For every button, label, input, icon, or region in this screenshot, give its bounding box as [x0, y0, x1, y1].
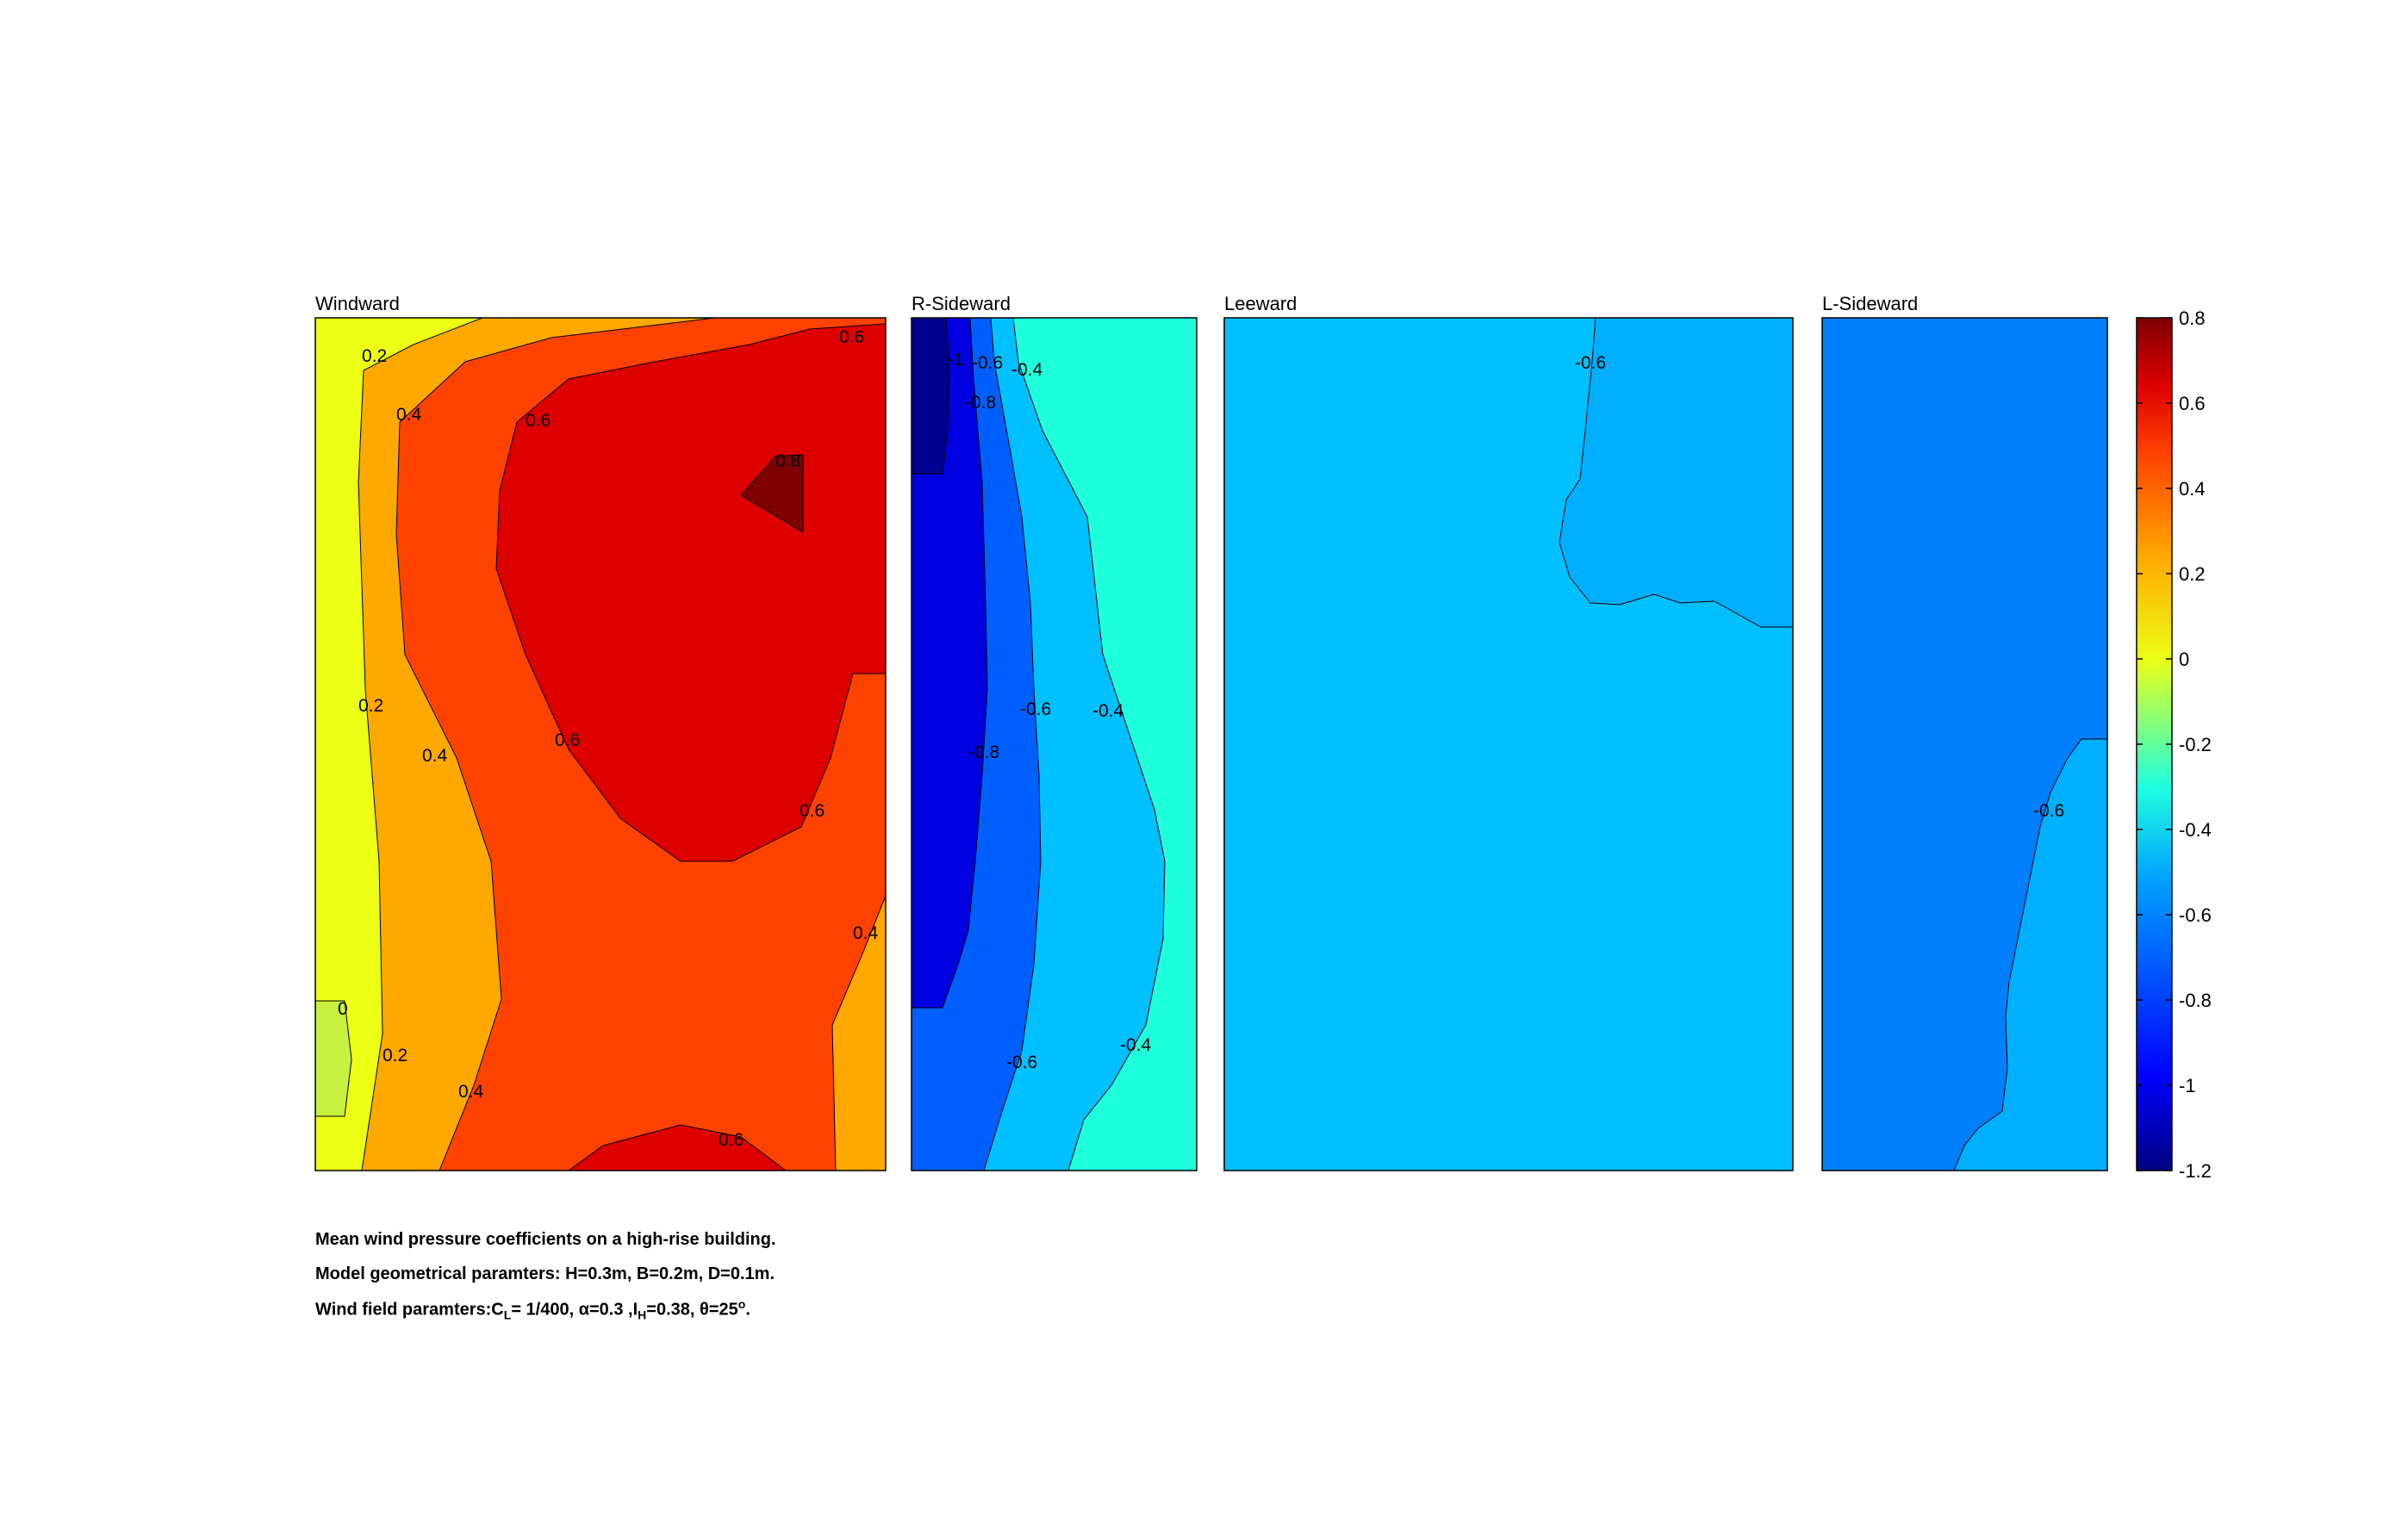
caption-sub-l: L	[503, 1307, 512, 1322]
windward-region-level-0.8-peak	[740, 454, 804, 533]
contour-label: -0.6	[1006, 1053, 1037, 1072]
windward-region-pocket	[315, 1000, 352, 1117]
colorbar-tick-label: -1.2	[2179, 1160, 2212, 1182]
contour-label: -0.8	[968, 742, 999, 762]
colorbar-tick-label: 0	[2179, 649, 2189, 670]
contour-label: 0.6	[839, 327, 864, 347]
contour-label: 0.6	[719, 1130, 744, 1150]
leeward-frame	[1223, 317, 1794, 1171]
colorbar-tick-label: 0.4	[2179, 478, 2206, 500]
r-sideward-contour-labels: -1 -0.6 -0.4 -0.8 -0.6 -0.4 -0.8 -0.6 -0…	[948, 350, 1152, 1072]
r-sideward-frame	[911, 317, 1198, 1171]
colorbar-tick-label: -1	[2179, 1075, 2196, 1096]
caption-line-2: Model geometrical paramters: H=0.3m, B=0…	[315, 1264, 775, 1283]
contour-label: 0.2	[362, 346, 387, 366]
contour-label: -1	[948, 350, 964, 370]
contour-label: 0.6	[555, 730, 580, 750]
caption-sup-degree: o	[737, 1297, 746, 1311]
contour-label: 0.4	[458, 1082, 484, 1102]
r-sideward-contour-map	[912, 318, 1197, 1171]
contour-label: 0.2	[358, 696, 383, 716]
contour-label: -0.6	[2033, 801, 2064, 821]
contour-label: 0.4	[422, 746, 448, 766]
colorbar-tick-label: 0.6	[2179, 393, 2206, 414]
contour-label: 0	[338, 999, 348, 1019]
contour-label: -0.6	[1575, 353, 1606, 373]
contour-label: 0.6	[526, 411, 551, 431]
colorbar-tick-label: -0.8	[2179, 990, 2212, 1011]
l-sideward-frame	[1821, 317, 2108, 1171]
leeward-region-upper-right	[1559, 318, 1793, 628]
colorbar-tick-label: -0.6	[2179, 904, 2212, 926]
contour-label: 0.2	[383, 1046, 408, 1065]
colorbar-tick-label: 0.8	[2179, 307, 2206, 329]
colorbar-ticks: 0.8 0.6 0.4 0.2 0 -0.2 -0.4 -0.6 -0.8 -1 -1.2	[2137, 307, 2212, 1182]
panel-title-l-sideward: L-Sideward	[1822, 293, 1918, 314]
contour-label: -0.4	[1120, 1035, 1152, 1055]
r-sideward-region-band--1	[912, 318, 988, 1009]
windward-frame	[314, 317, 887, 1171]
panel-title-windward: Windward	[315, 293, 400, 314]
contour-label: -0.6	[972, 353, 1003, 373]
caption-sub-h: H	[638, 1307, 647, 1322]
contour-label: -0.6	[1020, 699, 1051, 719]
colorbar: 0.8 0.6 0.4 0.2 0 -0.2 -0.4 -0.6 -0.8 -1 -1.2	[2136, 307, 2212, 1182]
contour-label: -0.4	[1092, 701, 1124, 721]
r-sideward-region-corner--1.2	[912, 318, 950, 475]
windward-contour-map	[315, 318, 886, 1171]
contour-label: 0.4	[853, 923, 879, 943]
caption-line-1: Mean wind pressure coefficients on a hig…	[315, 1230, 776, 1249]
caption-line-3-rest: =0.38, θ=25	[646, 1300, 738, 1320]
panel-title-leeward: Leeward	[1224, 293, 1297, 314]
contour-label: 0.8	[775, 451, 800, 471]
caption-line-3-prefix: Wind field paramters:C	[315, 1300, 504, 1320]
l-sideward-region-lower-right	[1953, 738, 2107, 1171]
contour-label: 0.6	[800, 801, 824, 821]
colorbar-tick-label: 0.2	[2179, 563, 2206, 585]
contour-label: -0.4	[1011, 360, 1043, 380]
l-sideward-contour-map	[1822, 318, 2107, 1171]
caption-line-3-end: .	[745, 1300, 750, 1320]
contour-label: -0.8	[965, 393, 996, 413]
windward-contour-labels: 0.2 0.4 0.6 0.8 0.2 0.4 0.6 0.6 0.4 0 0.…	[338, 327, 879, 1150]
colorbar-tick-label: -0.2	[2179, 734, 2212, 755]
caption-line-3-mid: = 1/400, α=0.3 ,I	[511, 1300, 638, 1320]
panel-title-r-sideward: R-Sideward	[912, 293, 1011, 314]
contour-label: 0.4	[396, 405, 422, 425]
leeward-contour-map	[1224, 318, 1793, 1171]
caption-line-3: Wind field paramters:CL= 1/400, α=0.3 ,I…	[315, 1297, 750, 1322]
colorbar-tick-label: -0.4	[2179, 819, 2212, 841]
windward-region-level-0.6-bottom	[568, 1124, 787, 1171]
